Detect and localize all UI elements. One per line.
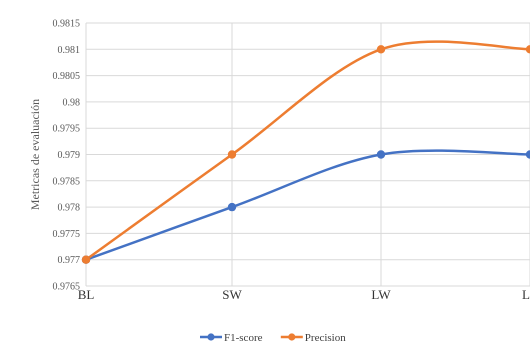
- legend: F1-score Precision: [200, 332, 346, 344]
- data-point-f1-score: [525, 150, 530, 159]
- y-tick-label: 0.9775: [53, 229, 81, 240]
- legend-item: F1-score: [200, 332, 263, 344]
- series-line-f1-score: [84, 149, 530, 261]
- y-tick-label: 0.9805: [53, 71, 81, 82]
- x-tick-labels: BL SW LW LL: [78, 287, 530, 302]
- data-point-precision: [81, 255, 91, 264]
- y-tick-label: 0.9815: [53, 19, 81, 30]
- y-tick-label: 0.979: [58, 150, 81, 161]
- x-tick-label: LL: [522, 287, 530, 302]
- data-point-precision: [525, 45, 530, 54]
- series-lines: [84, 40, 530, 261]
- x-tick-label: LW: [371, 287, 391, 302]
- data-point-f1-score: [227, 202, 237, 212]
- legend-label: Precision: [305, 332, 346, 344]
- gridlines: [85, 22, 530, 287]
- series-markers: [81, 45, 530, 264]
- series-line-precision: [84, 40, 530, 261]
- legend-label: F1-score: [224, 332, 263, 344]
- y-tick-label: 0.9795: [53, 124, 81, 135]
- legend-swatch-marker: [207, 333, 215, 341]
- y-axis-title: Metricas de evaluación: [28, 99, 42, 210]
- x-tick-label: BL: [78, 287, 95, 302]
- y-tick-label: 0.98: [63, 97, 81, 108]
- y-tick-labels: 0.9765 0.977 0.9775 0.978 0.9785 0.979 0.9795 0…: [53, 19, 81, 293]
- y-tick-label: 0.978: [58, 203, 81, 214]
- legend-swatch-marker: [288, 333, 296, 341]
- data-point-precision: [376, 45, 386, 54]
- x-tick-label: SW: [222, 287, 242, 302]
- y-tick-label: 0.977: [58, 255, 81, 266]
- y-tick-label: 0.9785: [53, 176, 81, 187]
- data-point-precision: [227, 150, 237, 159]
- y-tick-label: 0.9765: [53, 282, 81, 293]
- legend-item: Precision: [280, 332, 346, 344]
- data-point-f1-score: [376, 150, 386, 159]
- y-tick-label: 0.981: [58, 45, 81, 56]
